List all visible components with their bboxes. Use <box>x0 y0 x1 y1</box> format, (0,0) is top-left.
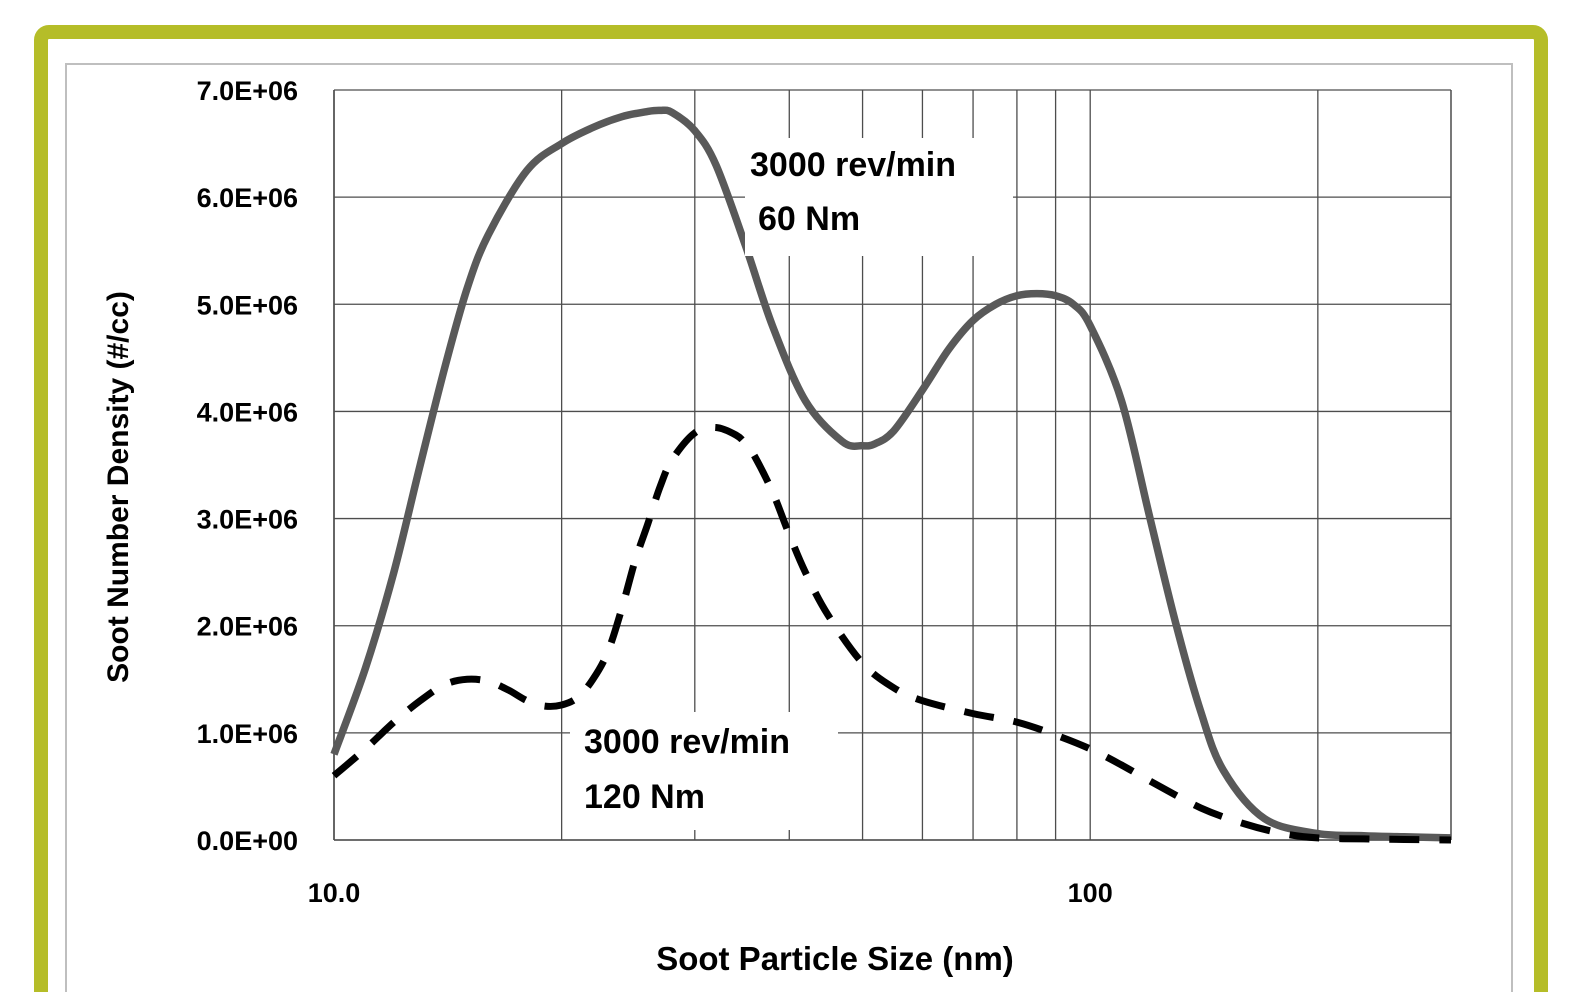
annotation-box <box>570 712 838 830</box>
y-tick-label: 3.0E+06 <box>197 505 298 535</box>
annotation-line-2: 60 Nm <box>758 200 860 238</box>
x-axis-label: Soot Particle Size (nm) <box>656 940 1014 977</box>
x-tick-label: 10.0 <box>308 878 361 908</box>
series-line-solid <box>330 106 1452 842</box>
annotation-line-1: 3000 rev/min <box>750 146 956 184</box>
y-tick-label: 6.0E+06 <box>197 183 298 213</box>
annotations-layer: 3000 rev/min 60 Nm 3000 rev/min 120 Nm <box>570 138 1013 830</box>
x-tick-label: 100 <box>1068 878 1113 908</box>
y-tick-label: 2.0E+06 <box>197 612 298 642</box>
annotation-line-1: 3000 rev/min <box>584 723 790 761</box>
series-line-dashed <box>331 423 1452 844</box>
series-layer <box>330 106 1452 844</box>
annotation-box <box>745 138 1013 256</box>
annotation-line-2: 120 Nm <box>584 778 705 816</box>
y-tick-label: 1.0E+06 <box>197 719 298 749</box>
tick-labels: 0.0E+00 1.0E+06 2.0E+06 3.0E+06 4.0E+06 5.0E+… <box>197 76 1113 908</box>
y-axis-label: Soot Number Density (#/cc) <box>102 291 135 683</box>
y-tick-label: 4.0E+06 <box>197 397 298 427</box>
y-tick-label: 0.0E+00 <box>197 826 298 856</box>
y-tick-label: 5.0E+06 <box>197 290 298 320</box>
y-tick-label: 7.0E+06 <box>197 76 298 106</box>
